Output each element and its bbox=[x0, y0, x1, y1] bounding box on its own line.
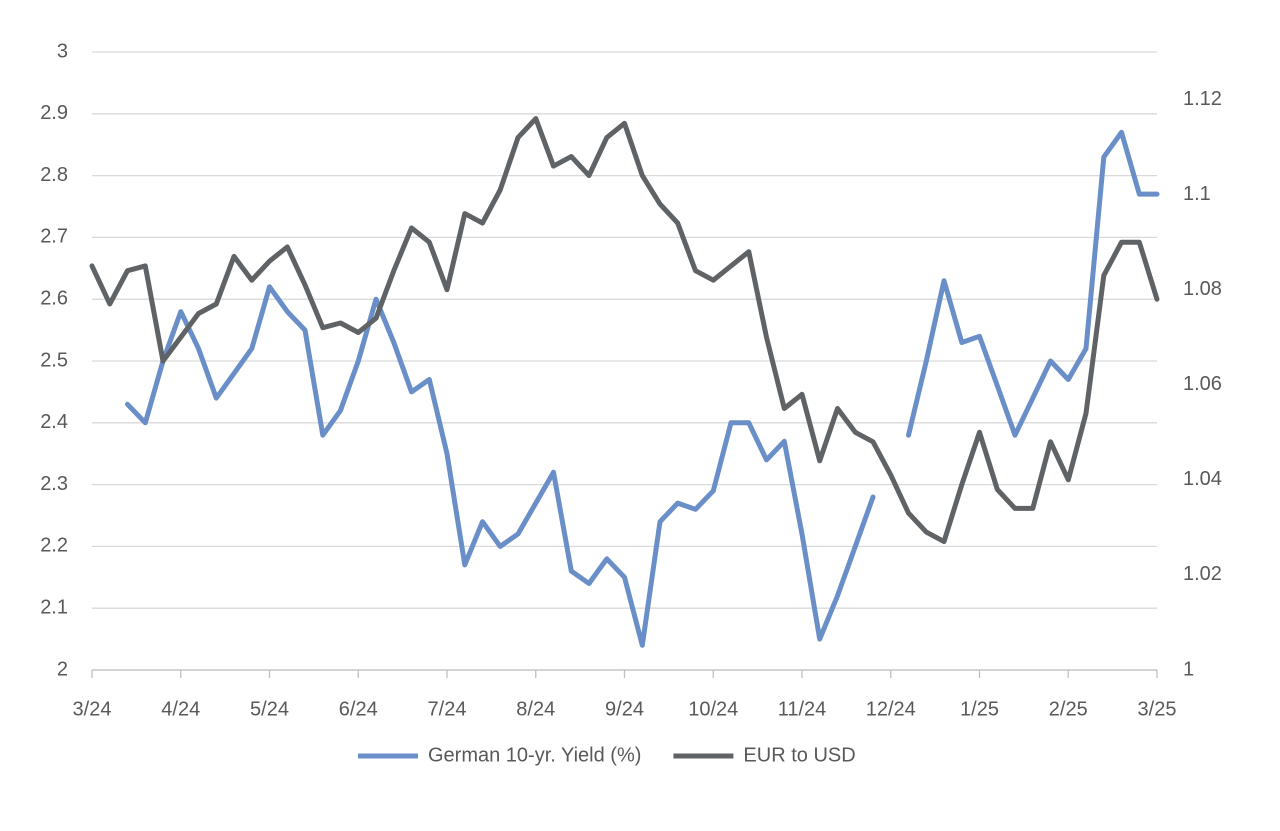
y-tick-label: 3 bbox=[57, 40, 68, 62]
x-tick-label: 12/24 bbox=[866, 698, 916, 720]
data-line bbox=[89, 116, 1160, 545]
y2-tick-label: 1.12 bbox=[1183, 88, 1222, 110]
x-tick-label: 5/24 bbox=[250, 698, 289, 720]
y2-tick-label: 1.02 bbox=[1183, 563, 1222, 585]
y-tick-label: 2.7 bbox=[40, 226, 68, 248]
y-tick-label: 2.9 bbox=[40, 102, 68, 124]
y-tick-label: 2.1 bbox=[40, 596, 68, 618]
x-tick-label: 10/24 bbox=[688, 698, 738, 720]
x-tick-label: 3/24 bbox=[73, 698, 112, 720]
x-tick-label: 7/24 bbox=[428, 698, 467, 720]
legend-label: EUR to USD bbox=[743, 744, 855, 766]
y-tick-label: 2.4 bbox=[40, 411, 68, 433]
y2-tick-label: 1 bbox=[1183, 658, 1194, 680]
x-tick-label: 3/25 bbox=[1138, 698, 1177, 720]
legend-label: German 10-yr. Yield (%) bbox=[428, 744, 641, 766]
y-tick-label: 2 bbox=[57, 658, 68, 680]
x-tick-label: 1/25 bbox=[960, 698, 999, 720]
x-tick-label: 8/24 bbox=[516, 698, 555, 720]
y2-tick-label: 1.08 bbox=[1183, 278, 1222, 300]
x-tick-label: 11/24 bbox=[778, 698, 827, 720]
y-tick-label: 2.3 bbox=[40, 473, 68, 495]
y2-tick-label: 1.06 bbox=[1183, 373, 1222, 395]
y-tick-label: 2.6 bbox=[40, 287, 68, 309]
y-tick-label: 2.2 bbox=[40, 535, 68, 557]
y-tick-label: 2.8 bbox=[40, 164, 68, 186]
y2-tick-label: 1.04 bbox=[1183, 468, 1222, 490]
x-tick-label: 4/24 bbox=[161, 698, 200, 720]
x-tick-label: 9/24 bbox=[605, 698, 644, 720]
y2-tick-label: 1.1 bbox=[1183, 183, 1211, 205]
y-tick-label: 2.5 bbox=[40, 349, 68, 371]
x-tick-label: 2/25 bbox=[1049, 698, 1088, 720]
x-tick-label: 6/24 bbox=[339, 698, 378, 720]
data-line bbox=[125, 129, 1160, 648]
